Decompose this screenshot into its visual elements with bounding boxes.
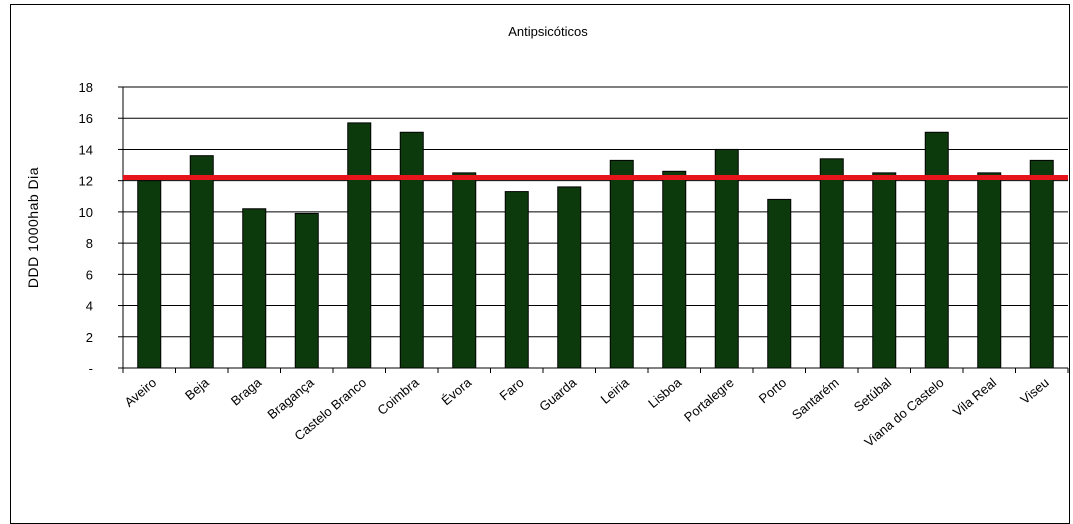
chart-title: Antipsicóticos	[508, 24, 588, 39]
y-tick-label: 2	[86, 330, 93, 345]
bar	[662, 170, 687, 369]
bar	[137, 180, 162, 369]
x-tick-label: Bragança	[264, 374, 317, 422]
bar	[1029, 159, 1054, 369]
x-tick-label: Santarém	[789, 375, 842, 423]
x-tick-label: Coimbra	[374, 374, 422, 418]
x-tick-label: Setúbal	[851, 375, 895, 415]
bar	[242, 208, 267, 369]
x-tick-label: Braga	[228, 374, 265, 408]
y-tick-label: 14	[79, 142, 93, 157]
x-tick-label: Beja	[182, 374, 212, 403]
y-tick-label: 16	[79, 111, 93, 126]
x-tick-label: Évora	[439, 374, 475, 408]
bar	[189, 155, 214, 369]
bar	[714, 148, 739, 369]
bar	[294, 212, 319, 369]
x-tick-label: Faro	[497, 375, 527, 404]
y-tick-label: 12	[79, 174, 93, 189]
bar-chart: Antipsicóticos DDD 1000hab Dia - 2 4 6 8 10 12…	[25, 24, 1069, 450]
bar	[399, 131, 424, 369]
bar	[924, 131, 949, 369]
bar	[872, 172, 897, 369]
y-tick-label: 6	[86, 267, 93, 282]
y-tick-label: -	[89, 361, 93, 376]
bar	[609, 159, 634, 369]
bar	[452, 172, 477, 369]
x-tick-label: Lisboa	[645, 374, 685, 411]
bar	[347, 122, 372, 369]
bar	[977, 172, 1002, 369]
x-tick-label: Portalegre	[681, 375, 737, 425]
x-tick-label: Guarda	[536, 374, 579, 414]
y-tick-label: 10	[79, 205, 93, 220]
x-tick-label: Leiria	[598, 374, 633, 406]
y-tick-label: 18	[79, 80, 93, 95]
x-tick-label: Vila Real	[950, 375, 999, 420]
y-tick-label: 8	[86, 236, 93, 251]
x-tick-label: Viseu	[1017, 375, 1051, 407]
y-tick-label: 4	[86, 299, 93, 314]
bar	[819, 158, 844, 369]
x-tick-label: Aveiro	[121, 375, 159, 410]
bar	[504, 191, 529, 369]
x-tick-label: Porto	[756, 375, 789, 406]
y-axis-label: DDD 1000hab Dia	[25, 167, 41, 288]
bar	[767, 198, 792, 369]
gridlines	[122, 86, 1068, 369]
y-axis-ticks: - 2 4 6 8 10 12 14 16 18	[79, 80, 123, 376]
bars	[137, 122, 1054, 369]
bar	[557, 186, 582, 369]
